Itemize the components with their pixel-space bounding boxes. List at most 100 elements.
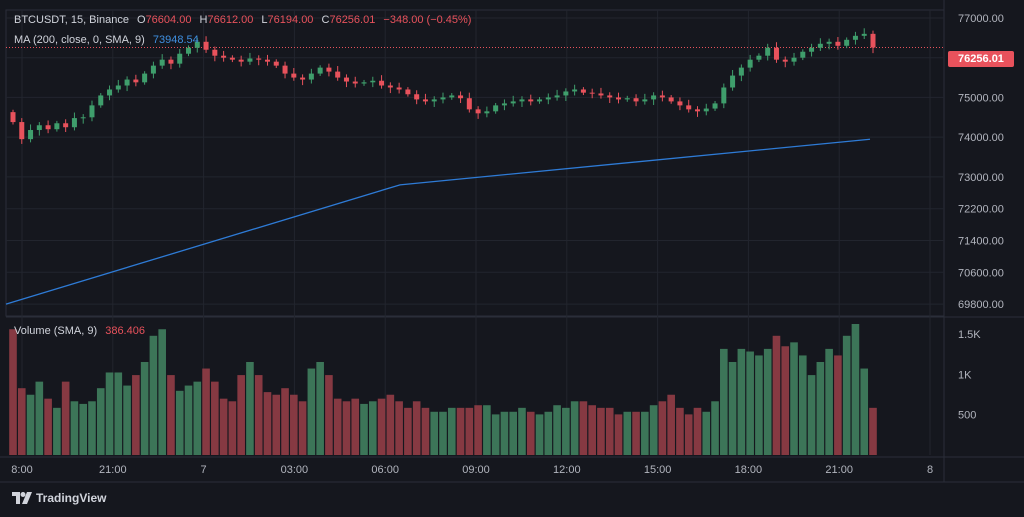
volume-bar [395, 401, 403, 455]
ma-legend[interactable]: MA (200, close, 0, SMA, 9) 73948.54 [14, 34, 199, 46]
candle-body [256, 58, 262, 60]
volume-bar [456, 407, 465, 455]
volume-bar [649, 405, 658, 455]
volume-bar [834, 355, 842, 455]
candle-body [115, 85, 121, 90]
candle-body [36, 125, 42, 131]
candle-body [282, 65, 288, 74]
candle-body [168, 59, 174, 64]
candle-body [712, 103, 718, 109]
volume-bar [684, 414, 693, 455]
volume-bar [597, 407, 605, 455]
candle-body [326, 67, 332, 72]
volume-bars-layer [9, 324, 877, 455]
candle-body [554, 95, 560, 98]
candle-body [510, 101, 516, 104]
volume-bar [53, 407, 61, 455]
price-legend: BTCUSDT, 15, Binance O76604.00 H76612.00… [14, 14, 471, 26]
volume-bar [307, 368, 316, 455]
volume-value: 386.406 [105, 325, 145, 337]
candle-body [651, 95, 657, 100]
volume-bar [553, 405, 561, 455]
ma-label: MA (200, close, 0, SMA, 9) [14, 34, 145, 46]
candle-body [809, 47, 815, 52]
candle-body [150, 65, 156, 74]
volume-bar [755, 355, 763, 455]
candle-body [449, 95, 455, 98]
volume-bar [746, 351, 754, 455]
volume-bar [237, 375, 245, 455]
volume-bar [35, 381, 44, 455]
volume-bar [544, 411, 553, 455]
volume-bar [658, 401, 667, 455]
volume-bar [140, 361, 149, 455]
volume-bar [526, 411, 535, 455]
candle-body [352, 81, 358, 84]
time-tick-label: 18:00 [735, 464, 763, 476]
candle-body [773, 47, 779, 60]
volume-bar [9, 329, 17, 455]
time-tick-label: 21:00 [99, 464, 127, 476]
volume-legend[interactable]: Volume (SMA, 9) 386.406 [14, 325, 145, 337]
volume-bar [298, 401, 307, 455]
candle-body [273, 61, 279, 66]
candle-body [633, 98, 639, 102]
candle-body [817, 43, 823, 48]
volume-bar [588, 405, 596, 455]
volume-bar [614, 414, 623, 455]
candle-body [519, 99, 525, 102]
candle-body [642, 99, 648, 102]
price-tick-label: 70600.00 [958, 267, 1004, 279]
candle-body [870, 33, 876, 48]
volume-tick-label: 500 [958, 410, 976, 422]
candle-body [300, 77, 306, 80]
tradingview-logo[interactable]: TradingView [12, 491, 106, 505]
volume-bar [175, 390, 184, 455]
volume-bar [114, 372, 123, 455]
candle-body [431, 99, 437, 102]
volume-bar [254, 375, 263, 455]
price-tick-label: 74000.00 [958, 132, 1004, 144]
candle-body [177, 53, 183, 64]
volume-bar [790, 342, 798, 455]
volume-bar [228, 401, 237, 455]
volume-bar [412, 401, 421, 455]
volume-bar [26, 394, 35, 455]
time-tick-label: 03:00 [281, 464, 309, 476]
volume-bar [483, 405, 491, 455]
volume-bar [290, 394, 298, 455]
candle-body [572, 89, 578, 92]
low-label: L [261, 14, 268, 26]
candle-body [624, 98, 630, 100]
candle-body [475, 109, 481, 114]
candle-body [703, 108, 709, 112]
volume-bar [360, 403, 368, 455]
candle-body [238, 59, 244, 62]
candle-body [800, 51, 806, 58]
candle-body [107, 89, 113, 96]
volume-bar [535, 414, 544, 455]
candle-body [159, 59, 165, 66]
candle-body [589, 92, 595, 94]
candle-body [677, 101, 683, 106]
candle-body [782, 59, 788, 62]
candle-body [422, 99, 428, 102]
volume-bar [193, 381, 202, 455]
low-value: 76194.00 [267, 14, 314, 26]
candle-body [71, 118, 77, 128]
volume-bar [702, 411, 711, 455]
candle-body [580, 89, 586, 93]
tradingview-icon [12, 492, 32, 504]
candle-body [229, 57, 235, 60]
volume-bar [605, 407, 614, 455]
volume-bar [816, 361, 825, 455]
candle-body [54, 123, 60, 130]
candle-body [247, 58, 253, 62]
volume-bar [439, 411, 447, 455]
candle-body [528, 99, 534, 102]
candle-body [186, 47, 192, 54]
volume-bar [158, 329, 166, 455]
price-tick-label: 72200.00 [958, 204, 1004, 216]
symbol-label[interactable]: BTCUSDT, 15, Binance [14, 14, 129, 26]
